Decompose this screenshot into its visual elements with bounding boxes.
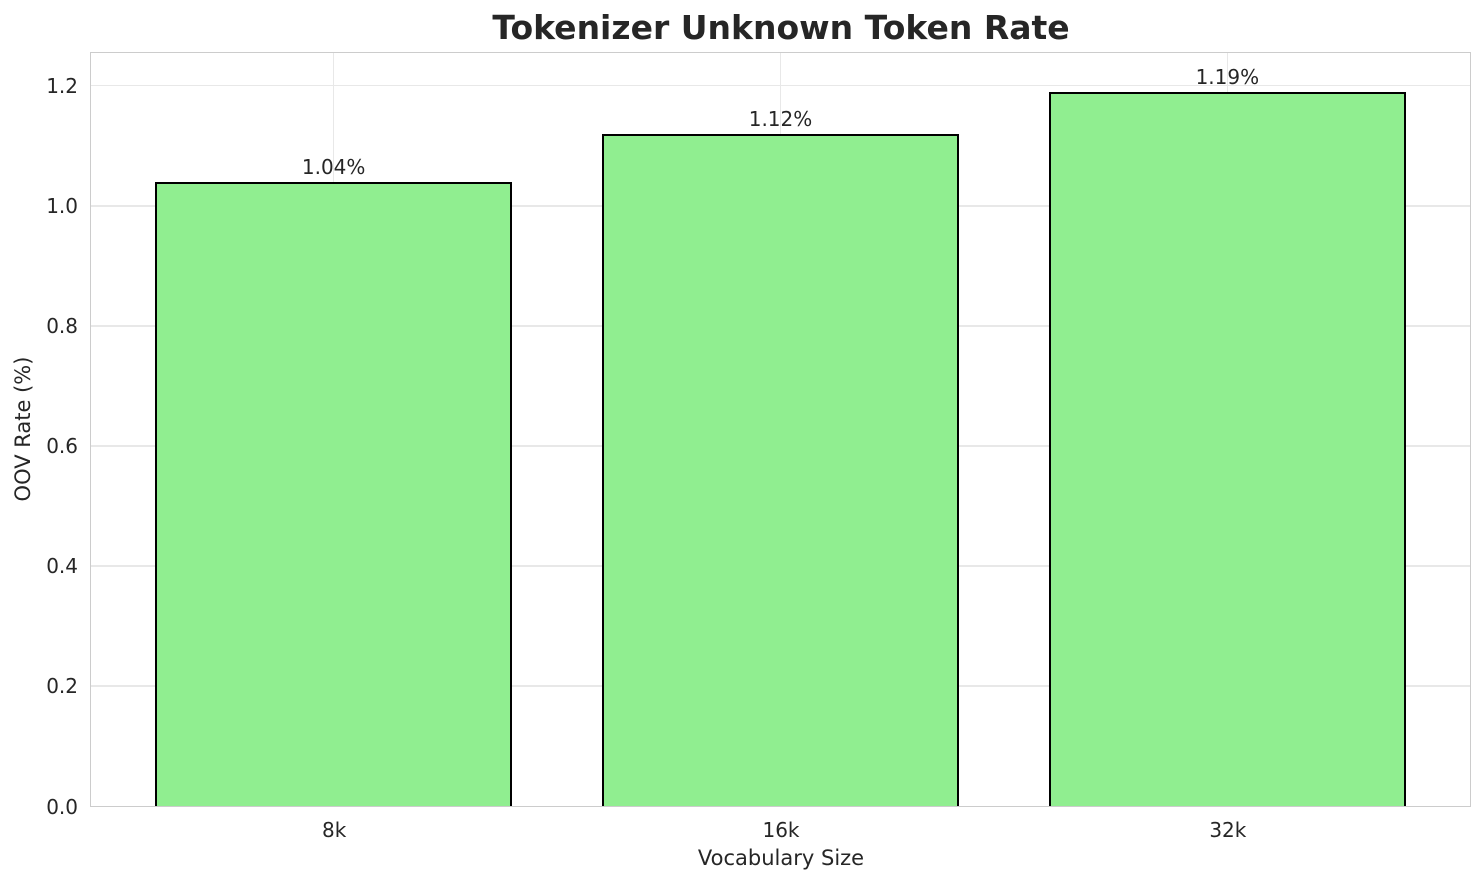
x-tick-label: 16k bbox=[762, 818, 800, 842]
y-tick-label: 0.8 bbox=[46, 314, 78, 339]
y-tick-label: 1.2 bbox=[46, 74, 78, 99]
x-tick-label: 8k bbox=[321, 818, 347, 842]
chart-title: Tokenizer Unknown Token Rate bbox=[492, 8, 1070, 47]
y-tick-label: 0.4 bbox=[46, 554, 78, 579]
bar bbox=[1048, 91, 1407, 806]
y-tick-label: 0.0 bbox=[46, 794, 78, 819]
plot-area: 1.04% 1.12% 1.19% bbox=[90, 52, 1471, 807]
bar bbox=[601, 133, 960, 806]
bar-value-label: 1.04% bbox=[301, 154, 366, 179]
y-tick-label: 1.0 bbox=[46, 194, 78, 219]
y-tick-label: 0.2 bbox=[46, 674, 78, 699]
y-tick-label: 0.6 bbox=[46, 434, 78, 459]
bar bbox=[154, 181, 513, 806]
x-axis-label: Vocabulary Size bbox=[697, 846, 865, 870]
y-axis-label: OOV Rate (%) bbox=[11, 356, 35, 502]
x-tick-label: 32k bbox=[1209, 818, 1247, 842]
bar-value-label: 1.19% bbox=[1195, 64, 1260, 89]
bar-value-label: 1.12% bbox=[748, 106, 813, 131]
